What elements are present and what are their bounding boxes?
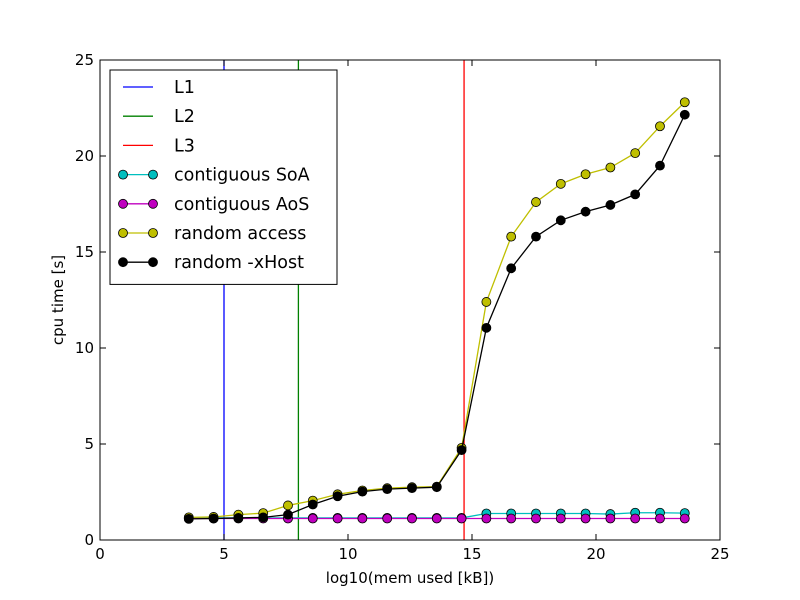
legend-item-contiguous-aos: contiguous AoS	[118, 195, 309, 215]
legend-marker	[148, 169, 158, 180]
y-tick-label: 20	[75, 147, 94, 165]
data-point-random-xhost	[531, 231, 541, 242]
series-group	[183, 97, 690, 524]
data-point-random-access	[605, 162, 616, 173]
data-point-random-access	[481, 297, 492, 307]
x-axis-label: log10(mem used [kB])	[326, 569, 494, 587]
data-point-random-access	[580, 169, 591, 180]
data-point-random-xhost	[258, 512, 269, 523]
legend-marker	[118, 228, 128, 238]
legend-label: L1	[174, 78, 195, 98]
data-point-contiguous-aos	[655, 513, 665, 524]
data-point-random-xhost	[407, 483, 417, 494]
legend-label: L3	[174, 136, 195, 156]
x-tick-label: 0	[95, 545, 105, 563]
data-point-contiguous-aos	[605, 513, 616, 524]
legend-marker	[118, 257, 128, 268]
legend-box	[109, 69, 338, 285]
data-point-random-access	[679, 97, 690, 108]
legend-label: contiguous SoA	[174, 166, 310, 186]
data-point-random-xhost	[208, 513, 219, 524]
data-point-random-xhost	[630, 189, 641, 200]
legend-item-l1: L1	[123, 78, 195, 98]
data-point-random-access	[655, 121, 665, 132]
x-tick-label: 15	[462, 545, 481, 563]
data-point-random-xhost	[431, 482, 442, 493]
x-tick-label: 5	[219, 545, 229, 563]
y-tick-label: 0	[84, 531, 94, 549]
legend-label: random access	[174, 224, 306, 244]
data-point-contiguous-aos	[307, 513, 318, 524]
legend-marker	[148, 257, 158, 268]
data-point-random-xhost	[481, 322, 492, 333]
data-point-random-xhost	[357, 486, 368, 497]
data-point-contiguous-aos	[580, 513, 591, 524]
y-tick-label: 5	[84, 435, 94, 453]
legend-marker	[118, 198, 128, 209]
data-point-random-xhost	[655, 160, 665, 171]
data-point-contiguous-aos	[481, 513, 492, 524]
data-point-random-xhost	[605, 200, 616, 210]
legend-item-random-xhost: random -xHost	[118, 253, 304, 273]
y-tick-label: 15	[75, 243, 94, 261]
data-point-contiguous-aos	[456, 513, 467, 524]
data-point-random-access	[630, 148, 641, 159]
data-point-random-xhost	[233, 513, 244, 523]
data-point-contiguous-aos	[679, 513, 690, 524]
data-point-random-xhost	[580, 206, 591, 217]
data-point-random-xhost	[283, 509, 293, 520]
data-point-contiguous-aos	[382, 513, 393, 524]
data-point-contiguous-aos	[431, 513, 442, 524]
x-tick-label: 10	[338, 545, 357, 563]
data-point-random-access	[506, 231, 517, 242]
data-point-random-xhost	[183, 513, 194, 524]
data-point-random-xhost	[382, 484, 393, 495]
data-point-random-xhost	[307, 499, 318, 510]
data-point-contiguous-aos	[407, 513, 417, 524]
legend-label: contiguous AoS	[174, 195, 309, 215]
legend-marker	[118, 169, 128, 180]
legend-item-l2: L2	[123, 107, 195, 127]
data-point-random-xhost	[506, 263, 517, 274]
data-point-contiguous-aos	[506, 513, 517, 524]
y-axis-label: cpu time [s]	[49, 255, 67, 345]
data-point-random-xhost	[679, 109, 690, 120]
axis-ticks: 0 5 10 15 20 25 0 5 10 15 20 25	[75, 51, 730, 563]
y-tick-label: 10	[75, 339, 94, 357]
legend-item-l3: L3	[123, 136, 195, 156]
data-point-contiguous-aos	[531, 513, 541, 524]
legend-marker	[148, 198, 158, 209]
y-tick-label: 25	[75, 51, 94, 69]
data-point-contiguous-aos	[332, 513, 343, 524]
data-point-random-access	[531, 197, 541, 207]
x-tick-label: 25	[710, 545, 729, 563]
data-point-contiguous-aos	[555, 513, 566, 524]
legend-label: random -xHost	[174, 253, 304, 273]
data-point-contiguous-aos	[357, 513, 368, 524]
legend-item-contiguous-soa: contiguous SoA	[118, 166, 310, 186]
data-point-random-access	[283, 500, 293, 511]
data-point-random-access	[555, 178, 566, 189]
x-tick-label: 20	[586, 545, 605, 563]
plot-frame	[99, 59, 721, 541]
legend-marker	[148, 228, 158, 238]
data-point-random-xhost	[456, 445, 467, 456]
series-random-xhost	[183, 109, 690, 524]
legend: L1 L2 L3 contiguous SoA contiguous AoS random…	[109, 69, 338, 285]
data-point-random-xhost	[332, 491, 343, 502]
legend-item-random-access: random access	[118, 224, 306, 244]
data-point-contiguous-aos	[630, 513, 641, 524]
legend-label: L2	[174, 107, 195, 127]
data-point-random-xhost	[555, 215, 566, 226]
